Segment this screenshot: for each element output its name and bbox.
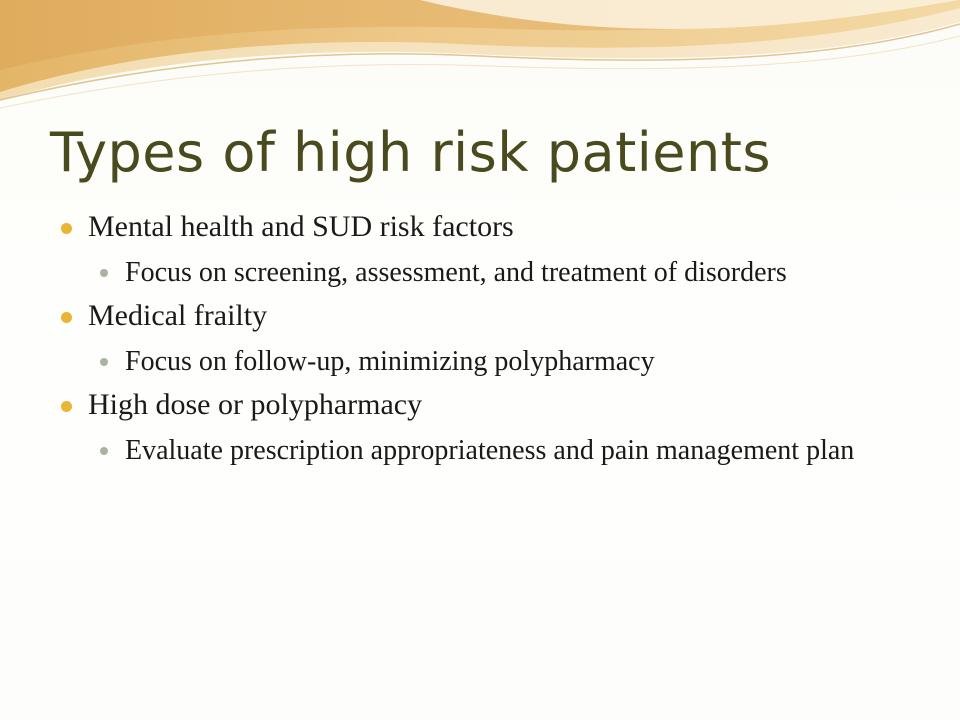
banner-highlight [420, 0, 960, 29]
bullet-text: Medical frailty [88, 299, 268, 332]
banner-line-2 [0, 35, 960, 109]
bullet-text: Mental health and SUD risk factors [88, 210, 514, 243]
sub-bullet-dot-icon [100, 269, 108, 277]
sub-bullet-item: Focus on follow-up, minimizing polypharm… [95, 343, 878, 380]
bullet-dot-icon [61, 401, 72, 412]
sub-bullet-text: Focus on follow-up, minimizing polypharm… [125, 346, 655, 377]
sub-bullet-dot-icon [100, 358, 108, 366]
bullet-item: Mental health and SUD risk factors [58, 208, 878, 246]
sub-bullet-item: Evaluate prescription appropriateness an… [95, 432, 878, 469]
sub-bullet-text: Evaluate prescription appropriateness an… [125, 435, 855, 466]
bullet-dot-icon [61, 312, 72, 323]
bullet-text: High dose or polypharmacy [88, 388, 423, 421]
bullet-dot-icon [61, 223, 72, 234]
sub-bullet-item: Focus on screening, assessment, and trea… [95, 254, 878, 291]
sub-bullet-text: Focus on screening, assessment, and trea… [125, 257, 787, 288]
sub-bullet-dot-icon [100, 447, 108, 455]
slide-title: Types of high risk patients [50, 121, 772, 184]
bullet-item: Medical frailty [58, 297, 878, 335]
bullet-list: Mental health and SUD risk factors Focus… [58, 208, 878, 469]
bullet-item: High dose or polypharmacy [58, 386, 878, 424]
banner-line [0, 23, 960, 101]
decorative-banner [0, 0, 960, 109]
